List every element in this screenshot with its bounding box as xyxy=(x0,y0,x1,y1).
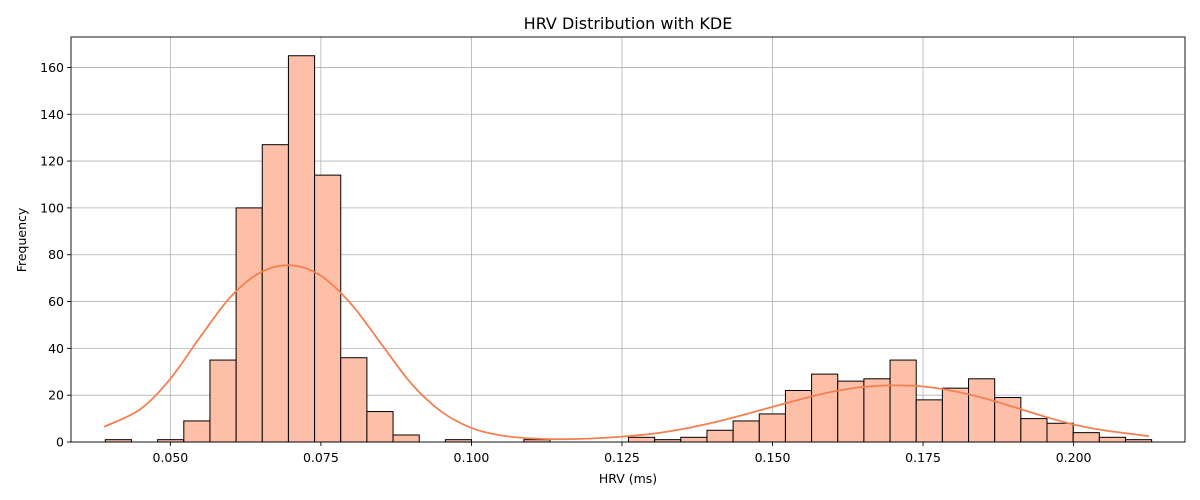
histogram-bar xyxy=(183,420,211,443)
histogram-bar xyxy=(1020,418,1048,443)
histogram-bar xyxy=(287,55,316,443)
y-tick-label: 120 xyxy=(40,154,64,169)
histogram-bar xyxy=(627,436,656,443)
histogram-bar xyxy=(235,207,263,443)
histogram-bar xyxy=(261,144,289,443)
x-tick-label: 0.175 xyxy=(905,450,941,465)
histogram-bar xyxy=(706,429,734,443)
histogram-bar xyxy=(837,380,865,443)
y-tick-label: 0 xyxy=(56,435,64,450)
kde-layer xyxy=(103,264,1149,441)
histogram-bar xyxy=(994,397,1022,443)
histogram-bar xyxy=(811,373,839,443)
chart-title: HRV Distribution with KDE xyxy=(524,14,733,33)
x-axis-label: HRV (ms) xyxy=(599,471,657,486)
y-tick-label: 40 xyxy=(48,341,64,356)
x-tick-label: 0.050 xyxy=(152,450,188,465)
x-tick-label: 0.200 xyxy=(1056,450,1092,465)
x-ticks: 0.050 0.075 0.100 0.125 0.150 0.175 0.200 xyxy=(152,442,1092,465)
y-axis-label: Frequency xyxy=(14,207,29,272)
x-tick-label: 0.150 xyxy=(755,450,791,465)
histogram-bar xyxy=(392,434,420,443)
x-tick-label: 0.125 xyxy=(604,450,640,465)
kde-curve xyxy=(103,264,1149,441)
histogram-bar xyxy=(1046,422,1074,443)
histogram-bar xyxy=(941,387,970,443)
y-tick-label: 140 xyxy=(40,107,64,122)
y-tick-label: 100 xyxy=(40,200,64,215)
y-ticks: 0 20 40 60 80 100 120 140 160 xyxy=(40,60,71,450)
y-tick-label: 20 xyxy=(48,388,64,403)
histogram-bar xyxy=(1072,432,1100,443)
y-tick-label: 80 xyxy=(48,247,64,262)
x-tick-label: 0.075 xyxy=(303,450,339,465)
histogram-bar xyxy=(863,378,891,443)
x-tick-label: 0.100 xyxy=(454,450,490,465)
histogram-bar xyxy=(209,359,237,443)
histogram-bar xyxy=(340,357,368,443)
y-tick-label: 60 xyxy=(48,294,64,309)
histogram-bar xyxy=(366,411,394,443)
bars-layer xyxy=(104,55,1153,443)
histogram-bar xyxy=(889,359,917,443)
y-tick-label: 160 xyxy=(40,60,64,75)
histogram-bar xyxy=(915,399,943,443)
histogram-bar xyxy=(758,413,786,443)
histogram-bar xyxy=(314,174,342,443)
histogram-bar xyxy=(968,378,996,443)
plot-frame xyxy=(70,36,1186,443)
histogram-bar xyxy=(732,420,760,443)
histogram-bar xyxy=(1098,436,1126,443)
histogram-bar xyxy=(680,436,708,443)
